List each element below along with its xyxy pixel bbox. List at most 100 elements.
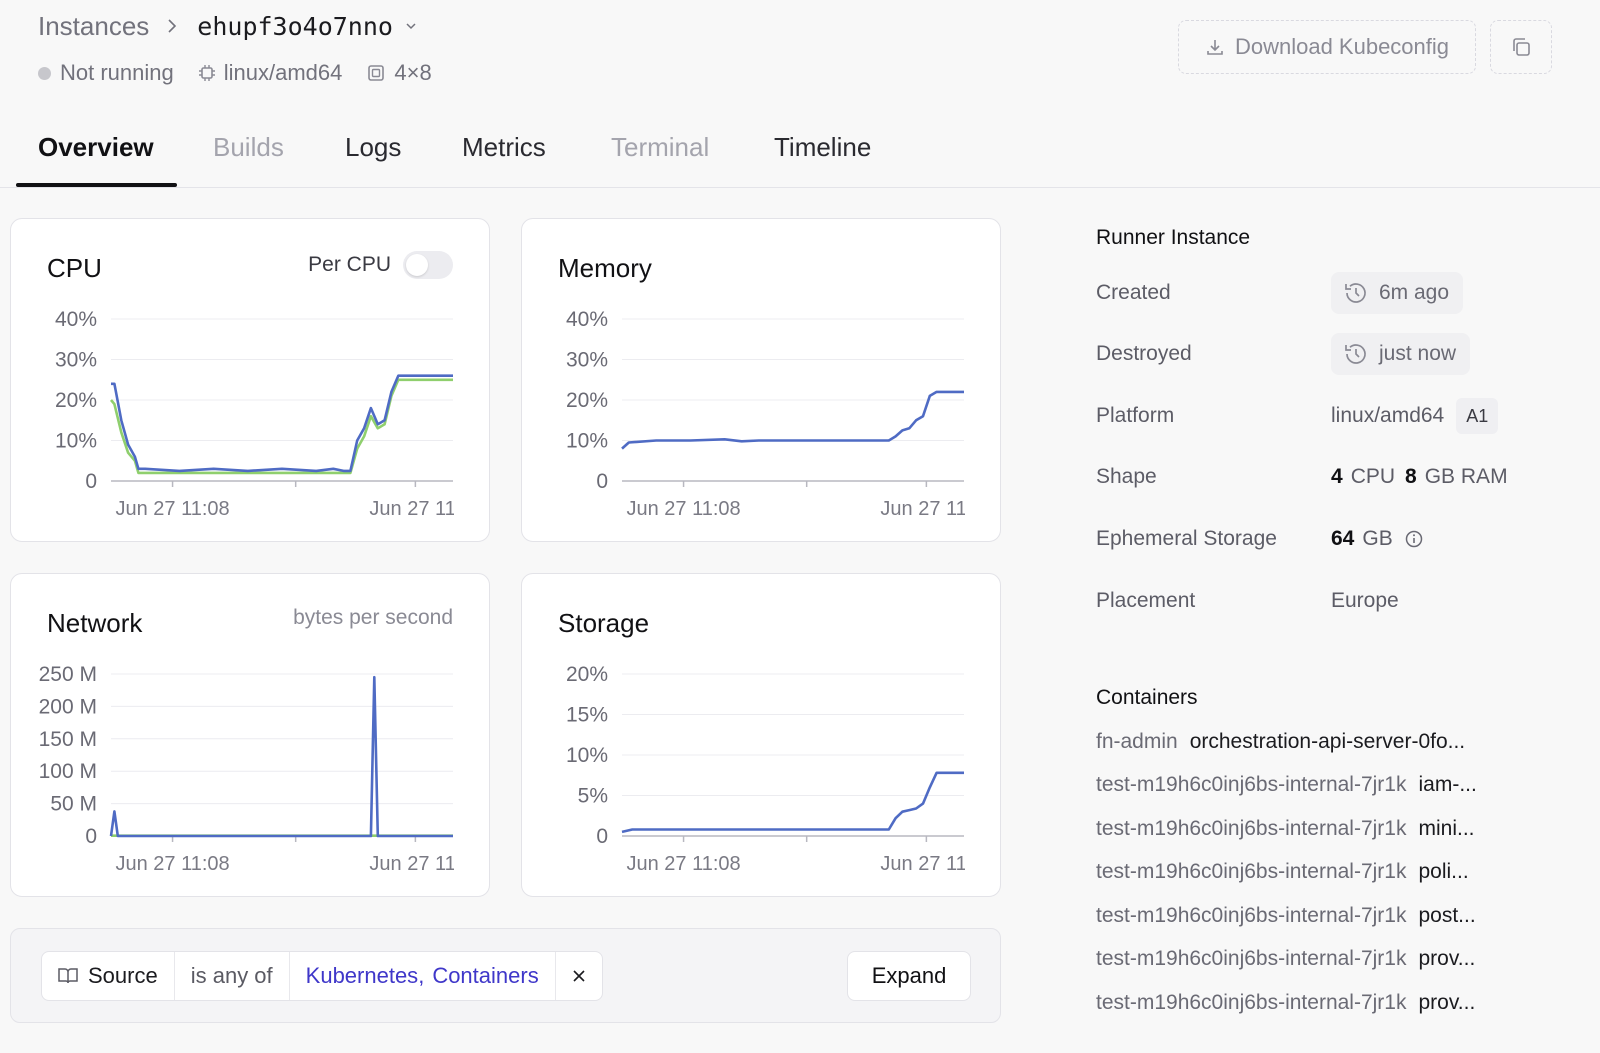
storage-card-title: Storage bbox=[558, 608, 650, 638]
shape-ram-unit: GB RAM bbox=[1424, 465, 1508, 488]
y-tick-label: 10% bbox=[55, 430, 97, 453]
x-tick-label: Jun 27 11: bbox=[880, 498, 972, 520]
tab-timeline[interactable]: Timeline bbox=[774, 132, 872, 162]
platform-text: linux/amd64 bbox=[223, 60, 343, 85]
container-row[interactable]: test-m19h6c0inj6bs-internal-7jr1k prov... bbox=[1096, 991, 1526, 1015]
memory-chart-card: Memory 0 10% 20% 30% 40% Jun 27 11:08 Jun 27 1… bbox=[521, 218, 1001, 542]
x-tick-label: Jun 27 11: bbox=[880, 853, 972, 875]
x-tick-label: Jun 27 11: bbox=[369, 498, 461, 520]
network-chart: 0 50 M 100 M 150 M 200 M 250 M Jun 27 11:08 Jun… bbox=[39, 663, 461, 875]
container-row[interactable]: test-m19h6c0inj6bs-internal-7jr1k mini... bbox=[1096, 817, 1526, 841]
filter-value-separator: , bbox=[418, 963, 425, 988]
filter-field[interactable]: Source bbox=[42, 952, 175, 1000]
x-tick-label: Jun 27 11: bbox=[369, 853, 461, 875]
cpu-chart-card: CPU Per CPU 0 10% 20% 30% 40% Jun 27 11:08 Jun… bbox=[10, 218, 490, 542]
platform-label: Platform bbox=[1096, 404, 1175, 427]
tab-metrics[interactable]: Metrics bbox=[462, 132, 546, 162]
platform-meta: linux/amd64 bbox=[198, 60, 343, 86]
tab-terminal[interactable]: Terminal bbox=[611, 132, 710, 162]
container-row[interactable]: test-m19h6c0inj6bs-internal-7jr1k iam-... bbox=[1096, 773, 1526, 797]
shape-value: 4 CPU 8 GB RAM bbox=[1331, 465, 1508, 489]
shape-cpu-unit: CPU bbox=[1350, 465, 1396, 488]
y-tick-label: 30% bbox=[566, 349, 608, 372]
breadcrumb: Instances ehupf3o4o7nno bbox=[38, 8, 417, 44]
memory-card-title: Memory bbox=[558, 253, 652, 283]
container-namespace: test-m19h6c0inj6bs-internal-7jr1k bbox=[1096, 817, 1407, 840]
container-name: mini... bbox=[1418, 817, 1475, 840]
container-row[interactable]: fn-admin orchestration-api-server-0fo... bbox=[1096, 730, 1526, 754]
y-tick-label: 250 M bbox=[39, 663, 97, 686]
y-tick-label: 10% bbox=[566, 430, 608, 453]
created-pill: 6m ago bbox=[1331, 272, 1464, 314]
placement-label: Placement bbox=[1096, 589, 1196, 612]
container-namespace: fn-admin bbox=[1096, 730, 1178, 753]
series-line bbox=[111, 374, 453, 473]
shape-label: Shape bbox=[1096, 465, 1157, 488]
y-tick-label: 20% bbox=[55, 389, 97, 412]
platform-value: linux/amd64 A1 bbox=[1331, 398, 1499, 434]
container-name: iam-... bbox=[1418, 773, 1477, 796]
y-tick-label: 0 bbox=[596, 825, 608, 848]
placement-value: Europe bbox=[1331, 589, 1399, 613]
container-namespace: test-m19h6c0inj6bs-internal-7jr1k bbox=[1096, 904, 1407, 927]
y-tick-label: 15% bbox=[566, 704, 608, 727]
tab-logs[interactable]: Logs bbox=[345, 132, 402, 162]
x-tick-label: Jun 27 11:08 bbox=[626, 853, 740, 875]
container-row[interactable]: test-m19h6c0inj6bs-internal-7jr1k post... bbox=[1096, 904, 1526, 928]
x-tick-label: Jun 27 11:08 bbox=[115, 498, 229, 520]
breadcrumb-instances-link[interactable]: Instances bbox=[38, 10, 150, 41]
container-name: poli... bbox=[1418, 860, 1469, 883]
ephemeral-storage-value: 64 GB bbox=[1331, 527, 1423, 551]
filter-operator[interactable]: is any of bbox=[175, 952, 290, 1000]
info-icon[interactable] bbox=[1405, 530, 1423, 548]
per-cpu-toggle[interactable] bbox=[403, 251, 453, 279]
chevron-down-icon[interactable] bbox=[405, 20, 417, 32]
y-tick-label: 150 M bbox=[39, 728, 97, 751]
container-name: prov... bbox=[1418, 991, 1476, 1014]
memory-chart: 0 10% 20% 30% 40% Jun 27 11:08 Jun 27 11: bbox=[566, 308, 972, 520]
destroyed-value: just now bbox=[1331, 333, 1471, 375]
storage-amount: 64 bbox=[1331, 527, 1355, 550]
close-icon bbox=[573, 970, 585, 982]
storage-chart-card: Storage 0 5% 10% 15% 20% Jun 27 11:08 Jun 27 1… bbox=[521, 573, 1001, 897]
container-namespace: test-m19h6c0inj6bs-internal-7jr1k bbox=[1096, 773, 1407, 796]
filter-values[interactable]: Kubernetes, Containers bbox=[290, 952, 556, 1000]
destroyed-pill: just now bbox=[1331, 333, 1471, 375]
cpu-card-title: CPU bbox=[47, 253, 102, 283]
platform-badge: A1 bbox=[1456, 398, 1499, 434]
shape-ram-count: 8 bbox=[1405, 465, 1417, 488]
active-tab-indicator bbox=[16, 183, 177, 187]
ephemeral-storage-label: Ephemeral Storage bbox=[1096, 527, 1277, 550]
container-row[interactable]: test-m19h6c0inj6bs-internal-7jr1k prov... bbox=[1096, 947, 1526, 971]
placement-text: Europe bbox=[1331, 589, 1399, 612]
network-chart-card: Network bytes per second 0 50 M 100 M 150 M… bbox=[10, 573, 490, 897]
copy-icon bbox=[1513, 38, 1530, 56]
y-tick-label: 40% bbox=[55, 308, 97, 331]
tab-overview[interactable]: Overview bbox=[38, 132, 154, 162]
y-tick-label: 100 M bbox=[39, 760, 97, 783]
cpu-chart: 0 10% 20% 30% 40% Jun 27 11:08 Jun 27 11: bbox=[55, 308, 461, 520]
created-label: Created bbox=[1096, 281, 1171, 304]
tab-builds[interactable]: Builds bbox=[213, 132, 284, 162]
y-tick-label: 20% bbox=[566, 663, 608, 686]
filter-value-containers: Containers bbox=[432, 963, 539, 988]
source-filter-chip: Source is any of Kubernetes, Containers bbox=[41, 951, 603, 1001]
book-icon bbox=[58, 968, 78, 984]
y-tick-label: 0 bbox=[85, 825, 97, 848]
shape-cpu-count: 4 bbox=[1331, 465, 1343, 488]
shape-meta: 4×8 bbox=[366, 60, 432, 86]
tab-bar: Overview Builds Logs Metrics Terminal Ti… bbox=[0, 110, 1600, 188]
download-kubeconfig-button[interactable]: Download Kubeconfig bbox=[1178, 20, 1476, 74]
filter-field-label: Source bbox=[88, 963, 158, 988]
status-indicator: Not running bbox=[38, 60, 174, 86]
container-row[interactable]: test-m19h6c0inj6bs-internal-7jr1k poli... bbox=[1096, 860, 1526, 884]
y-tick-label: 0 bbox=[596, 470, 608, 493]
container-namespace: test-m19h6c0inj6bs-internal-7jr1k bbox=[1096, 947, 1407, 970]
container-namespace: test-m19h6c0inj6bs-internal-7jr1k bbox=[1096, 991, 1407, 1014]
copy-button[interactable] bbox=[1490, 20, 1552, 74]
expand-button[interactable]: Expand bbox=[847, 951, 971, 1001]
filter-remove-button[interactable] bbox=[556, 952, 602, 1000]
containers-title: Containers bbox=[1096, 686, 1198, 709]
network-card-title: Network bbox=[47, 608, 143, 638]
container-name: post... bbox=[1418, 904, 1476, 927]
